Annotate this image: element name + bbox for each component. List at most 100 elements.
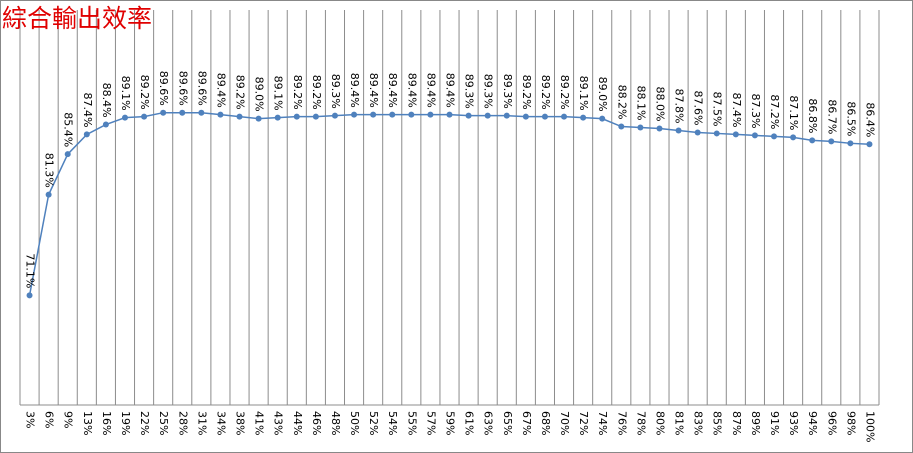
- x-tick-label: 43%: [272, 411, 285, 435]
- data-point: [102, 121, 109, 128]
- x-tick-label: 87%: [730, 411, 743, 435]
- data-label: 88.0%: [653, 87, 666, 122]
- x-tick-label: 46%: [310, 411, 323, 435]
- data-label: 89.0%: [596, 77, 609, 112]
- x-tick-label: 100%: [863, 411, 876, 442]
- data-point: [599, 115, 606, 122]
- x-tick-label: 65%: [501, 411, 514, 435]
- x-tick-label: 25%: [157, 411, 170, 435]
- x-tick-label: 16%: [100, 411, 113, 435]
- x-tick-label: 93%: [787, 411, 800, 435]
- data-point: [83, 131, 90, 138]
- x-tick-label: 72%: [577, 411, 590, 435]
- data-point: [312, 113, 319, 120]
- data-point: [160, 109, 167, 116]
- data-point: [866, 141, 873, 148]
- x-tick-label: 6%: [43, 411, 56, 428]
- x-tick-label: 67%: [520, 411, 533, 435]
- data-point: [179, 109, 186, 116]
- data-label: 89.4%: [386, 73, 399, 108]
- data-point: [389, 111, 396, 118]
- data-point: [675, 127, 682, 134]
- data-label: 89.3%: [329, 74, 342, 109]
- data-label: 86.4%: [863, 102, 876, 137]
- data-label: 87.3%: [749, 93, 762, 128]
- data-label: 89.3%: [463, 74, 476, 109]
- data-label: 89.6%: [157, 71, 170, 106]
- data-label: 89.1%: [577, 76, 590, 111]
- data-point: [427, 111, 434, 118]
- x-tick-label: 44%: [291, 411, 304, 435]
- data-point: [656, 125, 663, 132]
- x-tick-label: 57%: [424, 411, 437, 435]
- data-label: 87.2%: [768, 94, 781, 129]
- data-label: 89.1%: [272, 76, 285, 111]
- x-tick-label: 59%: [444, 411, 457, 435]
- data-label: 89.0%: [253, 77, 266, 112]
- chart-title: 綜合輸出效率: [2, 4, 152, 33]
- data-label: 89.6%: [176, 71, 189, 106]
- x-tick-label: 22%: [138, 411, 151, 435]
- data-point: [580, 114, 587, 121]
- data-point: [26, 292, 33, 299]
- data-point: [274, 114, 281, 121]
- x-tick-label: 91%: [768, 411, 781, 435]
- x-tick-label: 98%: [844, 411, 857, 435]
- data-label: 87.4%: [730, 92, 743, 127]
- x-tick-label: 50%: [348, 411, 361, 435]
- data-point: [331, 112, 338, 119]
- data-point: [198, 109, 205, 116]
- data-point: [790, 134, 797, 141]
- x-tick-label: 96%: [825, 411, 838, 435]
- x-tick-label: 68%: [539, 411, 552, 435]
- x-tick-label: 81%: [673, 411, 686, 435]
- x-tick-label: 41%: [253, 411, 266, 435]
- data-label: 71.1%: [24, 253, 37, 288]
- data-point: [141, 113, 148, 120]
- data-point: [828, 138, 835, 145]
- data-label: 89.4%: [348, 73, 361, 108]
- data-point: [561, 113, 568, 120]
- data-label: 89.2%: [291, 75, 304, 110]
- x-tick-label: 34%: [214, 411, 227, 435]
- data-label: 87.6%: [692, 90, 705, 125]
- data-point: [446, 111, 453, 118]
- data-label: 86.5%: [844, 101, 857, 136]
- data-point: [121, 114, 128, 121]
- data-label: 88.2%: [615, 85, 628, 120]
- x-tick-label: 9%: [62, 411, 75, 428]
- data-point: [503, 112, 510, 119]
- data-label: 86.8%: [806, 98, 819, 133]
- data-label: 89.4%: [444, 73, 457, 108]
- x-tick-label: 83%: [692, 411, 705, 435]
- x-tick-label: 85%: [711, 411, 724, 435]
- x-tick-label: 74%: [596, 411, 609, 435]
- data-label: 89.2%: [138, 75, 151, 110]
- x-tick-label: 94%: [806, 411, 819, 435]
- data-point: [45, 191, 52, 198]
- data-label: 89.4%: [214, 73, 227, 108]
- data-point: [751, 132, 758, 139]
- data-point: [293, 113, 300, 120]
- data-point: [465, 112, 472, 119]
- data-label: 89.6%: [195, 71, 208, 106]
- x-tick-label: 61%: [463, 411, 476, 435]
- data-label: 89.3%: [482, 74, 495, 109]
- x-tick-label: 63%: [482, 411, 495, 435]
- data-label: 89.4%: [405, 73, 418, 108]
- grid: [19, 10, 880, 405]
- x-tick-label: 54%: [386, 411, 399, 435]
- data-point: [408, 111, 415, 118]
- data-label: 89.2%: [234, 75, 247, 110]
- data-point: [694, 129, 701, 136]
- data-point: [351, 111, 358, 118]
- data-label: 86.7%: [825, 99, 838, 134]
- data-label: 88.4%: [100, 83, 113, 118]
- x-tick-label: 28%: [176, 411, 189, 435]
- data-label: 89.2%: [520, 75, 533, 110]
- data-label: 89.1%: [119, 76, 132, 111]
- data-label: 87.4%: [81, 92, 94, 127]
- data-point: [64, 151, 71, 158]
